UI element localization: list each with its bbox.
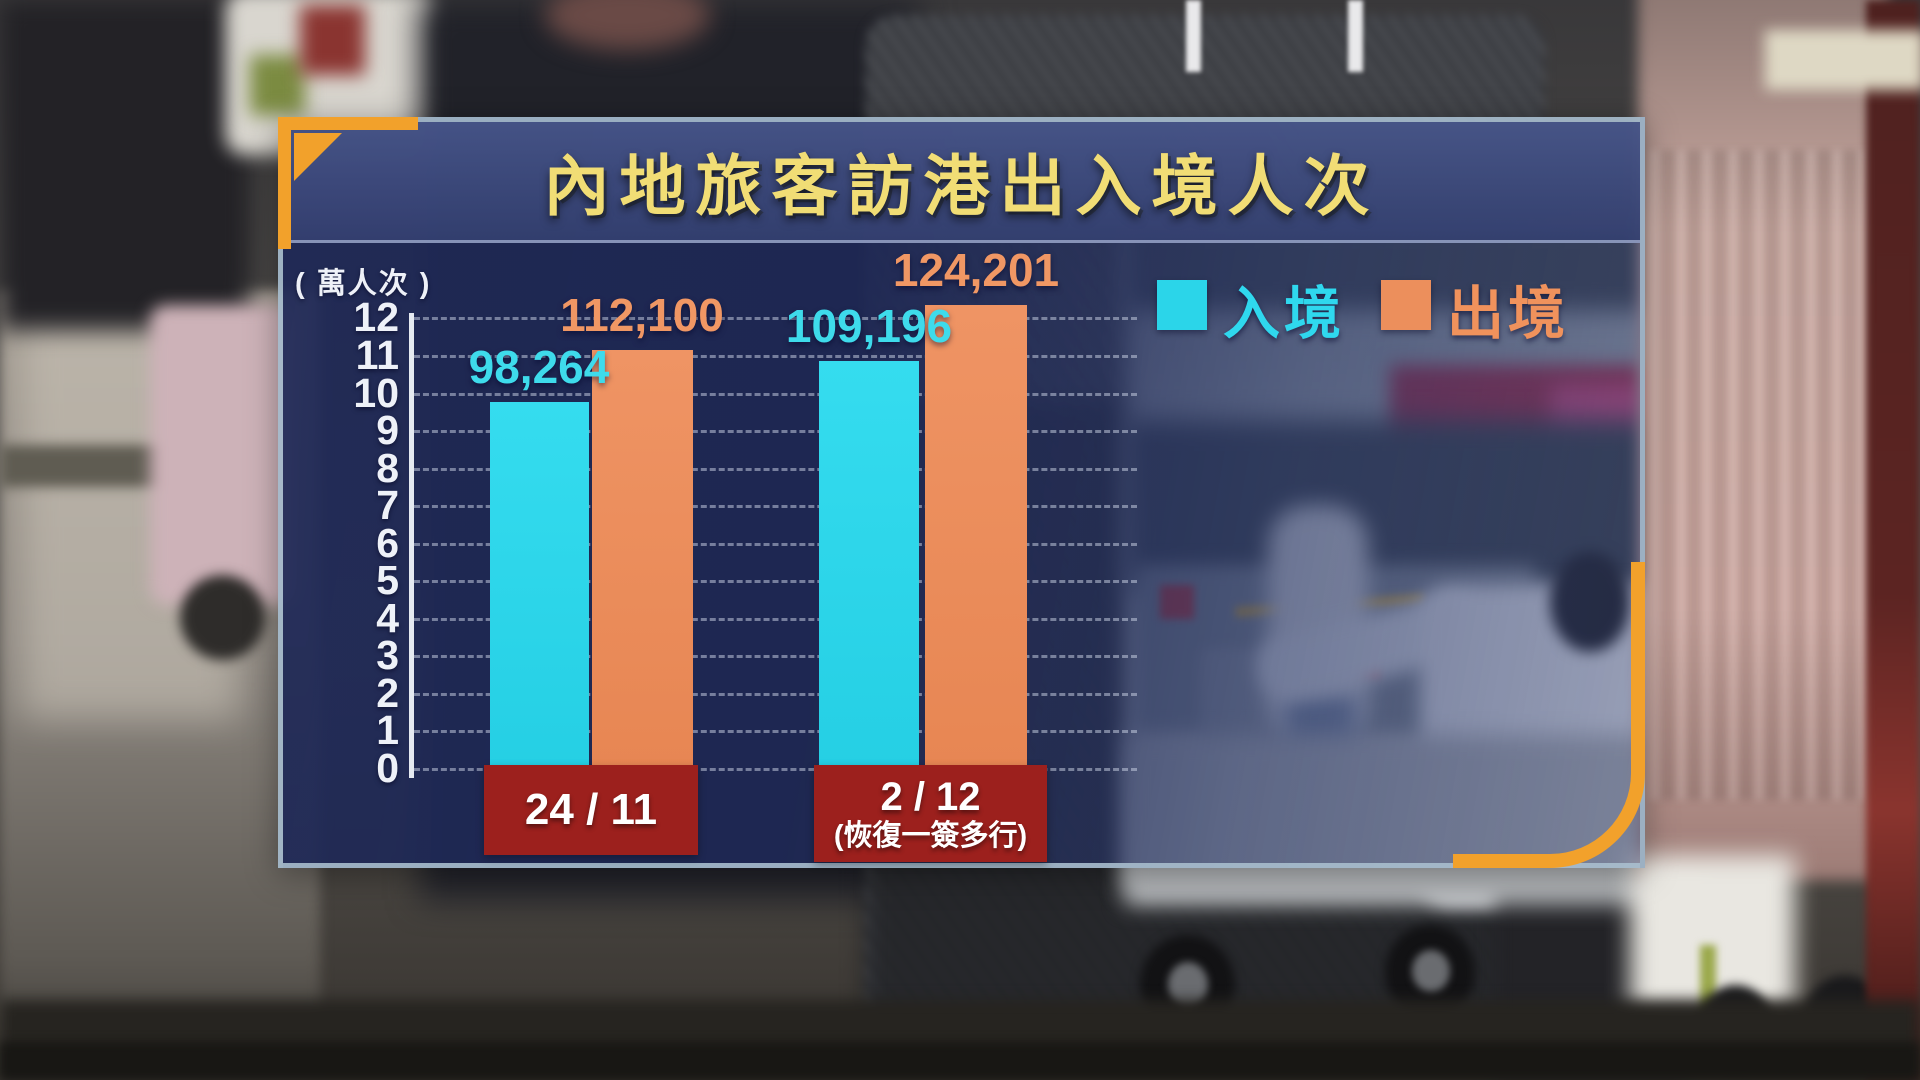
- category-label: 2 / 12: [880, 774, 981, 819]
- bg-person-top-left: [0, 0, 250, 330]
- bg-light-bar-top-right: [1765, 30, 1920, 90]
- gridline-8: [414, 467, 1137, 471]
- bg-bottom-band-dark: [0, 1042, 1920, 1080]
- accent-bottom-right-hook: [1453, 562, 1645, 868]
- gridline-9: [414, 430, 1137, 434]
- bg-handle-pole-1: [1186, 0, 1201, 72]
- bg-bag-logo-green: [250, 55, 305, 115]
- gridline-5: [414, 580, 1137, 584]
- y-axis-unit-label: ( 萬人次 ): [295, 268, 432, 300]
- legend-label-entry: 入境: [1223, 282, 1345, 346]
- bg-handle-pole-2: [1348, 0, 1363, 72]
- value-label-entry-24-11: 98,264: [468, 341, 610, 393]
- y-axis-line: [409, 313, 414, 778]
- bg-case-wheel-hub-1: [1168, 962, 1208, 1007]
- legend-label-exit: 出境: [1447, 282, 1569, 346]
- gridline-11: [414, 354, 1137, 358]
- bar-entry-24-11: [490, 402, 589, 771]
- value-label-entry-2-12: 109,196: [785, 300, 953, 352]
- bar-exit-24-11: [592, 350, 693, 771]
- y-tick-7: 7: [376, 482, 399, 529]
- bg-pink-suitcase-right: [1638, 0, 1888, 880]
- infographic-panel: 內地旅客訪港出入境人次 ( 萬人次 ) 12 11 10 9 8 7 6 5 4…: [278, 117, 1645, 868]
- y-tick-6: 6: [376, 519, 399, 566]
- bg-case-wheel-hub-2: [1412, 950, 1450, 992]
- category-label: 24 / 11: [524, 785, 658, 834]
- gridline-0: [414, 768, 1137, 771]
- y-tick-10: 10: [353, 369, 399, 416]
- bg-bag-logo-red: [300, 5, 365, 75]
- gridline-4: [414, 617, 1137, 621]
- title-bar: 內地旅客訪港出入境人次: [283, 122, 1640, 243]
- legend-swatch-entry: [1157, 280, 1207, 330]
- accent-corner-triangle: [294, 133, 342, 181]
- value-label-exit-2-12: 124,201: [892, 243, 1060, 296]
- y-tick-9: 9: [376, 407, 399, 454]
- page-title: 內地旅客訪港出入境人次: [543, 149, 1380, 223]
- bg-pink-suitcase-left: [150, 305, 295, 605]
- y-tick-1: 1: [376, 707, 399, 754]
- y-tick-3: 3: [376, 632, 399, 679]
- accent-left-strip: [278, 117, 291, 249]
- category-note: (恢復一簽多行): [833, 819, 1028, 852]
- y-tick-11: 11: [355, 331, 399, 378]
- y-tick-2: 2: [376, 669, 399, 716]
- category-box-2-12: 2 / 12 (恢復一簽多行): [814, 765, 1047, 862]
- gridline-7: [414, 505, 1137, 509]
- legend-swatch-exit: [1381, 280, 1431, 330]
- gridline-12: [414, 317, 1137, 321]
- accent-top-strip: [278, 117, 418, 130]
- gridline-1: [414, 730, 1137, 734]
- category-box-24-11: 24 / 11: [484, 765, 698, 855]
- bg-red-strip-far-right: [1866, 0, 1920, 1080]
- bg-wheel-left: [180, 575, 265, 660]
- y-tick-8: 8: [376, 444, 399, 491]
- gridline-3: [414, 655, 1137, 659]
- y-tick-5: 5: [376, 557, 399, 604]
- gridline-6: [414, 542, 1137, 546]
- y-tick-12: 12: [353, 294, 399, 341]
- bar-exit-2-12: [925, 304, 1027, 771]
- value-label-exit-24-11: 112,100: [560, 289, 724, 342]
- y-tick-4: 4: [376, 594, 399, 641]
- y-tick-0: 0: [376, 745, 399, 791]
- bg-pink-suitcase-ridges: [1650, 150, 1875, 800]
- gridline-2: [414, 692, 1137, 696]
- gridline-10: [414, 392, 1137, 396]
- bar-entry-2-12: [819, 361, 919, 771]
